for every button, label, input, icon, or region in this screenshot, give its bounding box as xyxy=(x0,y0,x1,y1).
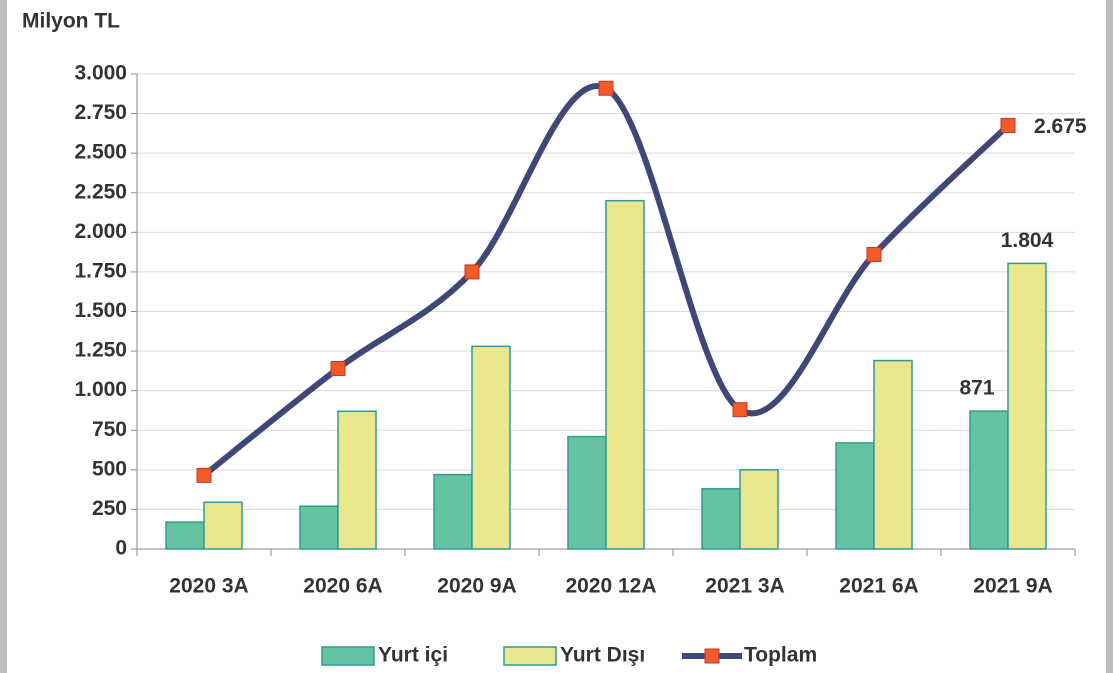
y-tick-label: 2.250 xyxy=(74,180,127,203)
chart-title: Milyon TL xyxy=(22,10,120,33)
line-marker xyxy=(866,247,882,262)
line-marker xyxy=(732,402,748,418)
bar xyxy=(165,521,205,550)
y-tick-label: 2.000 xyxy=(74,220,127,243)
bar xyxy=(471,345,511,550)
y-tick-label: 1.500 xyxy=(74,299,127,322)
bar xyxy=(835,442,875,550)
data-label: 871 xyxy=(959,377,994,400)
y-tick-label: 3.000 xyxy=(74,62,127,85)
y-tick-label: 2.750 xyxy=(74,101,127,124)
bar xyxy=(203,501,243,550)
y-tick-label: 500 xyxy=(92,457,127,480)
y-tick-label: 1.750 xyxy=(74,259,127,282)
y-tick-label: 1.250 xyxy=(74,339,127,362)
bar xyxy=(1007,262,1047,550)
line-marker xyxy=(464,264,480,280)
y-tick-label: 750 xyxy=(92,418,127,441)
bar xyxy=(873,359,913,550)
bar xyxy=(337,410,377,550)
right-border xyxy=(1106,0,1113,673)
bar xyxy=(567,435,607,550)
bar xyxy=(299,505,339,550)
line-marker xyxy=(196,467,212,483)
legend-label: Yurt Dışı xyxy=(560,644,645,667)
legend-label: Yurt içi xyxy=(378,644,448,667)
y-tick-label: 250 xyxy=(92,497,127,520)
bar xyxy=(605,199,645,550)
x-tick-label: 2020 12A xyxy=(565,575,656,598)
bar xyxy=(739,469,779,550)
bar xyxy=(969,410,1009,550)
bar xyxy=(433,473,473,550)
x-tick-label: 2020 9A xyxy=(437,575,516,598)
line-marker xyxy=(1000,117,1016,133)
y-tick-label: 1.000 xyxy=(74,378,127,401)
x-tick-label: 2021 9A xyxy=(973,575,1052,598)
data-label: 2.675 xyxy=(1034,115,1087,138)
x-tick-label: 2021 6A xyxy=(839,575,918,598)
left-border xyxy=(0,0,7,673)
x-tick-label: 2020 3A xyxy=(169,575,248,598)
line-marker xyxy=(330,361,346,376)
line xyxy=(202,83,1011,478)
legend-swatch xyxy=(704,648,720,664)
data-label: 1.804 xyxy=(1001,229,1054,252)
y-tick-label: 0 xyxy=(115,537,127,560)
x-tick-label: 2020 6A xyxy=(303,575,382,598)
legend-swatch xyxy=(503,646,557,666)
y-tick-label: 2.500 xyxy=(74,141,127,164)
legend-label: Toplam xyxy=(744,644,817,667)
line-marker xyxy=(598,80,614,96)
x-tick-label: 2021 3A xyxy=(705,575,784,598)
legend-swatch xyxy=(321,646,375,666)
bar xyxy=(701,488,741,550)
